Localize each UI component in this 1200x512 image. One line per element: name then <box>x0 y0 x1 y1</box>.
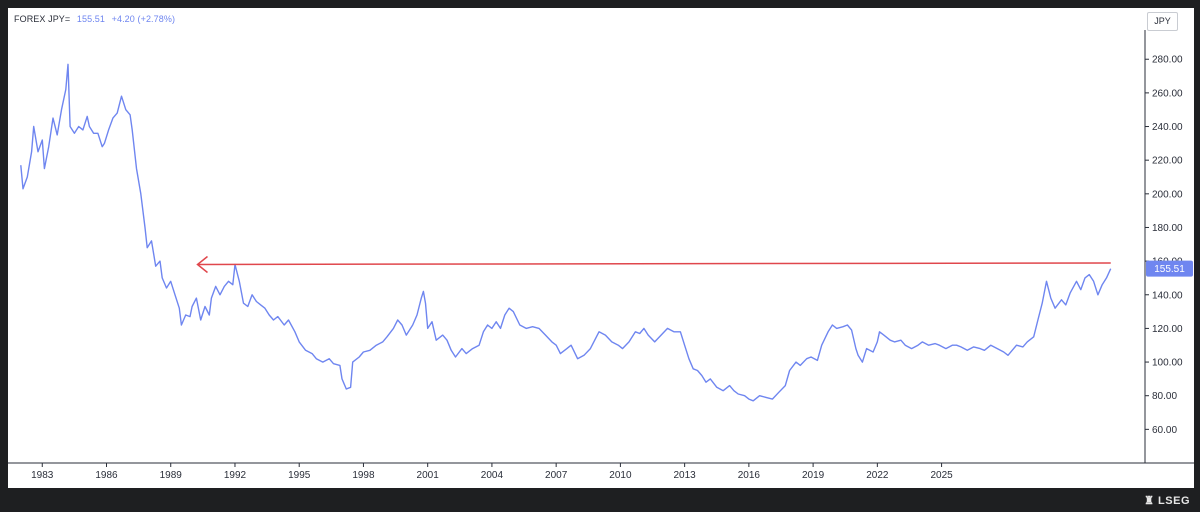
x-tick-label: 1989 <box>160 470 183 481</box>
x-tick-label: 1995 <box>288 470 311 481</box>
x-tick-label: 1998 <box>352 470 375 481</box>
y-tick-label: 80.00 <box>1152 391 1177 402</box>
price-tag-text: 155.51 <box>1154 264 1185 275</box>
y-tick-label: 240.00 <box>1152 122 1183 133</box>
y-tick-label: 200.00 <box>1152 189 1183 200</box>
x-axis-labels: 1983 1986 1989 1992 1995 1998 2001 2004 2007 2010… <box>31 463 953 481</box>
last-price: 155.51 <box>76 14 106 24</box>
x-tick-label: 2004 <box>481 470 504 481</box>
chart-panel <box>8 8 1194 488</box>
x-tick-label: 2013 <box>674 470 697 481</box>
y-tick-label: 180.00 <box>1152 223 1183 234</box>
current-price-tag: 155.51 <box>1146 260 1193 277</box>
brand-icon: ♜ <box>1144 495 1159 507</box>
y-tick-label: 100.00 <box>1152 358 1183 369</box>
y-tick-label: 60.00 <box>1152 425 1177 436</box>
brand-text: LSEG <box>1158 495 1190 507</box>
x-tick-label: 2016 <box>738 470 761 481</box>
x-tick-label: 2010 <box>609 470 632 481</box>
price-series <box>20 63 1112 402</box>
x-tick-label: 1983 <box>31 470 54 481</box>
y-tick-label: 260.00 <box>1152 88 1183 99</box>
symbol-label[interactable]: FOREX JPY= <box>14 14 71 24</box>
x-tick-label: 2001 <box>417 470 440 481</box>
price-tag-bg <box>1146 260 1193 277</box>
jpy-price-line <box>20 63 1112 402</box>
x-tick-label: 1986 <box>95 470 118 481</box>
chart-header: FOREX JPY= 155.51 +4.20 (+2.78%) <box>14 14 175 24</box>
arrow-shaft <box>197 262 1111 266</box>
x-tick-label: 2019 <box>802 470 825 481</box>
y-axis-labels: 60.0080.00100.00120.00140.00160.00180.00… <box>1145 55 1183 436</box>
brand-logo: ♜ LSEG <box>1144 494 1190 507</box>
x-tick-label: 1992 <box>224 470 247 481</box>
currency-unit-button[interactable]: JPY <box>1147 12 1178 31</box>
x-tick-label: 2007 <box>545 470 568 481</box>
arrow-head <box>196 255 208 274</box>
x-tick-label: 2022 <box>866 470 889 481</box>
annotation-arrow <box>196 255 1111 274</box>
chart-axes <box>8 30 1194 464</box>
y-tick-label: 120.00 <box>1152 324 1183 335</box>
y-tick-label: 220.00 <box>1152 156 1183 167</box>
x-tick-label: 2025 <box>930 470 953 481</box>
y-tick-label: 280.00 <box>1152 55 1183 66</box>
y-tick-label: 140.00 <box>1152 290 1183 301</box>
price-change: +4.20 (+2.78%) <box>111 14 176 24</box>
